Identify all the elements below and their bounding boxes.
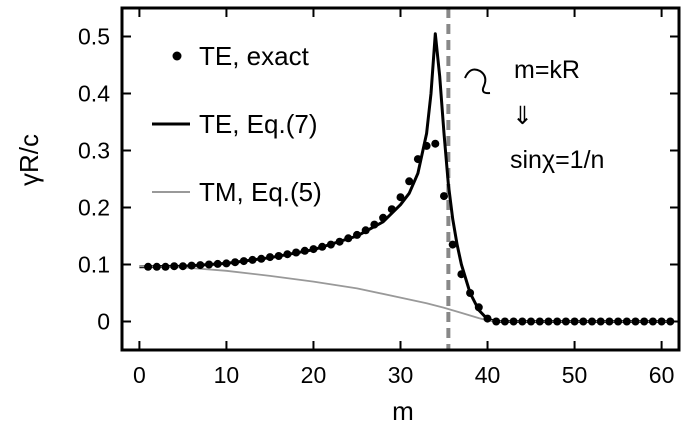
data-point	[466, 289, 475, 297]
data-point	[353, 230, 361, 239]
data-point	[144, 262, 153, 271]
data-point	[370, 220, 379, 229]
data-point	[605, 317, 614, 326]
x-tick-label: 60	[649, 362, 675, 388]
data-point	[266, 253, 274, 262]
data-point	[387, 205, 396, 214]
data-point	[535, 317, 544, 326]
y-tick-label: 0.3	[78, 138, 110, 164]
data-point	[152, 262, 161, 271]
data-point	[257, 254, 266, 263]
data-point	[413, 155, 422, 164]
data-point	[440, 192, 448, 201]
data-point	[361, 226, 370, 235]
data-point	[509, 317, 518, 326]
x-tick-label: 0	[133, 362, 146, 388]
data-point	[405, 177, 414, 186]
y-tick-label: 0.2	[78, 195, 110, 221]
data-point	[448, 240, 457, 249]
data-point	[648, 317, 657, 326]
data-point	[326, 240, 335, 249]
y-tick-label: 0.1	[78, 252, 110, 278]
data-point	[527, 317, 535, 326]
data-point	[657, 317, 666, 326]
data-point	[170, 262, 179, 271]
data-point	[579, 317, 588, 326]
y-tick-label: 0.4	[78, 81, 110, 107]
legend-label-tm-eq5: TM, Eq.(5)	[199, 177, 322, 207]
data-point	[518, 317, 527, 326]
annotation-implies-arrow: ⇓	[512, 102, 533, 130]
data-point	[187, 261, 196, 270]
annotation-pointer	[464, 68, 491, 95]
annotation: m=kR ⇓ sinχ=1/n	[464, 56, 604, 174]
data-point	[379, 213, 388, 222]
data-point	[588, 317, 596, 326]
data-point	[396, 193, 405, 202]
x-tick-label: 50	[562, 362, 588, 388]
data-point	[213, 259, 222, 268]
data-point	[344, 234, 353, 243]
data-point	[492, 317, 501, 326]
annotation-sin-chi: sinχ=1/n	[510, 146, 604, 174]
data-point	[274, 252, 283, 260]
data-point	[431, 139, 440, 148]
data-point	[544, 317, 553, 326]
data-point	[222, 259, 231, 268]
data-point	[631, 317, 640, 326]
data-point	[318, 242, 327, 251]
x-tick-label: 30	[388, 362, 414, 388]
y-tick-label: 0	[97, 309, 110, 335]
annotation-m-kr: m=kR	[514, 56, 580, 84]
legend-label-te-eq7: TE, Eq.(7)	[199, 109, 317, 139]
data-point	[561, 317, 570, 326]
x-tick-label: 10	[214, 362, 240, 388]
data-point	[335, 237, 344, 246]
data-point	[614, 317, 623, 326]
data-point	[422, 141, 431, 150]
data-point	[248, 255, 257, 264]
legend-label-te-exact: TE, exact	[199, 41, 310, 71]
data-point	[457, 270, 466, 279]
data-point	[292, 248, 301, 257]
data-point	[640, 317, 649, 326]
data-point	[500, 317, 509, 326]
data-point	[178, 262, 187, 271]
y-axis-label: γR/c	[14, 134, 44, 186]
data-point	[283, 250, 292, 259]
x-tick-label: 40	[475, 362, 501, 388]
data-point	[205, 260, 213, 269]
data-point	[161, 262, 170, 271]
y-tick-label: 0.5	[78, 24, 110, 50]
data-point	[622, 317, 631, 326]
data-point	[239, 257, 248, 266]
x-axis-label: m	[392, 396, 414, 426]
data-point	[474, 303, 483, 312]
x-tick-label: 20	[301, 362, 327, 388]
data-point	[596, 317, 605, 326]
data-point	[570, 317, 579, 326]
series-line-2	[139, 265, 671, 323]
axes: 0 10 20 30 40 50 60 0 0.1 0.2 0.3 0.4 0.5	[78, 8, 679, 388]
data-point	[231, 258, 240, 267]
data-point	[553, 317, 562, 326]
plot-area	[139, 8, 675, 350]
data-point	[483, 314, 492, 323]
data-point	[196, 261, 205, 270]
data-point	[309, 245, 318, 254]
data-point	[300, 246, 309, 255]
legend-marker-te-exact	[172, 51, 182, 61]
legend: TE, exact TE, Eq.(7) TM, Eq.(5)	[152, 41, 322, 207]
plot-frame	[120, 6, 681, 352]
